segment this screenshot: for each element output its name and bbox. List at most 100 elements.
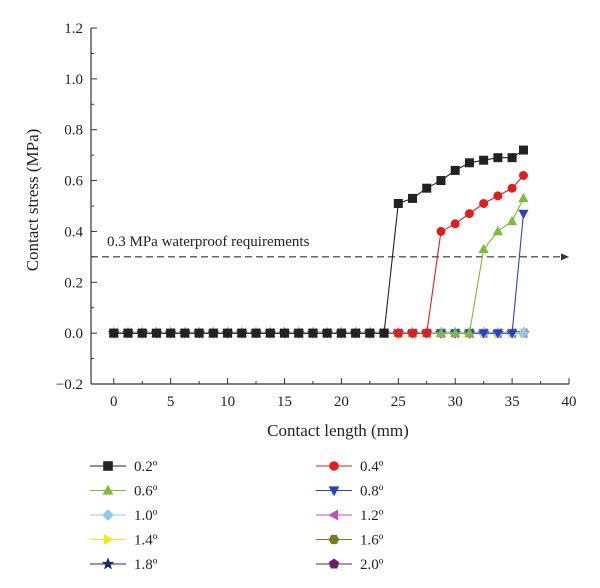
- data-point: [492, 329, 503, 339]
- y-tick-label: 0.8: [64, 123, 83, 139]
- data-point: [109, 328, 119, 338]
- legend-label: 1.6º: [360, 533, 384, 549]
- data-point: [479, 155, 489, 165]
- legend-label: 0.4º: [360, 459, 384, 475]
- data-point: [518, 145, 528, 155]
- legend-marker: [328, 534, 340, 545]
- data-point: [251, 328, 261, 338]
- data-point: [492, 225, 503, 236]
- data-point: [507, 183, 517, 193]
- series-2: [109, 170, 528, 338]
- legend-item: 1.8º: [90, 557, 158, 573]
- data-point: [518, 209, 529, 220]
- y-tick-label: 0.2: [64, 275, 83, 291]
- data-point: [422, 328, 432, 338]
- legend-item: 0.6º: [90, 484, 158, 500]
- y-tick-label: 0.0: [64, 326, 83, 342]
- data-point: [518, 170, 528, 180]
- y-axis-title: Contact stress (MPa): [23, 129, 42, 272]
- x-tick-label: 30: [448, 394, 463, 410]
- x-tick-label: 40: [562, 394, 577, 410]
- data-point: [151, 328, 161, 338]
- data-point: [436, 226, 446, 236]
- y-tick-label: 0.4: [64, 224, 83, 240]
- series-4: [108, 209, 529, 339]
- data-point: [493, 153, 503, 163]
- data-point: [450, 219, 460, 229]
- data-point: [166, 328, 176, 338]
- data-point: [180, 328, 190, 338]
- threshold-annotation: 0.3 MPa waterproof requirements: [107, 234, 310, 250]
- data-point: [435, 327, 447, 338]
- data-point: [478, 329, 489, 339]
- data-point: [393, 198, 403, 208]
- x-axis-title: Contact length (mm): [267, 421, 409, 440]
- legend-marker: [101, 557, 115, 570]
- legend-item: 1.6º: [316, 533, 384, 549]
- y-tick-label: 1.2: [64, 21, 83, 37]
- legend-item: 0.2º: [90, 459, 158, 475]
- data-point: [223, 328, 233, 338]
- series-layer: [107, 145, 530, 339]
- data-point: [464, 158, 474, 168]
- data-point: [506, 215, 518, 226]
- legend-marker: [103, 534, 114, 545]
- legend-marker: [102, 484, 114, 495]
- x-tick-label: 0: [110, 394, 118, 410]
- y-axis-ticks: −0.2 0.0 0.2 0.4 0.6 0.8 1.0 1.2: [56, 21, 97, 393]
- x-tick-label: 35: [505, 394, 520, 410]
- x-tick-label: 15: [277, 394, 292, 410]
- series-1: [109, 145, 528, 338]
- legend-label: 1.8º: [134, 557, 158, 573]
- data-point: [518, 192, 529, 203]
- legend-marker: [103, 461, 113, 471]
- legend-marker: [102, 509, 114, 521]
- data-point: [336, 328, 346, 338]
- legend-item: 0.8º: [316, 484, 384, 500]
- legend-label: 2.0º: [360, 557, 384, 573]
- data-point: [237, 328, 247, 338]
- y-tick-label: 0.6: [64, 174, 83, 190]
- data-point: [379, 328, 389, 338]
- series-line: [113, 213, 525, 334]
- data-point: [393, 328, 403, 338]
- legend-item: 1.2º: [316, 508, 384, 524]
- data-point: [479, 198, 489, 208]
- legend-label: 0.2º: [134, 459, 158, 475]
- threshold-line-group: [91, 253, 569, 261]
- data-point: [279, 328, 289, 338]
- legend-marker: [328, 486, 340, 497]
- data-point: [322, 328, 332, 338]
- data-point: [351, 328, 361, 338]
- y-tick-label: −0.2: [56, 377, 83, 393]
- legend-label: 0.8º: [360, 484, 384, 500]
- legend-item: 1.4º: [90, 533, 158, 549]
- data-point: [478, 243, 489, 254]
- data-point: [265, 328, 275, 338]
- legend-label: 1.4º: [134, 533, 158, 549]
- data-point: [518, 327, 529, 339]
- legend-label: 1.0º: [134, 508, 158, 524]
- data-point: [464, 327, 475, 338]
- data-point: [365, 328, 375, 338]
- data-point: [137, 328, 147, 338]
- y-tick-label: 1.0: [64, 72, 83, 88]
- data-point: [493, 191, 503, 201]
- data-point: [208, 328, 218, 338]
- x-tick-label: 10: [220, 394, 235, 410]
- legend: 0.2º 0.4º 0.6º 0.8º 1.0º 1.2º 1.4º 1.6º 1.8º 2.0º: [90, 459, 384, 573]
- data-point: [294, 328, 304, 338]
- series-line: [113, 175, 524, 334]
- x-tick-label: 5: [167, 394, 175, 410]
- legend-item: 2.0º: [316, 557, 384, 573]
- data-point: [507, 153, 517, 163]
- legend-marker: [329, 461, 339, 471]
- data-point: [422, 183, 432, 193]
- legend-label: 0.6º: [134, 484, 158, 500]
- data-point: [123, 328, 133, 338]
- data-point: [308, 328, 318, 338]
- data-point: [194, 328, 204, 338]
- x-axis-ticks: 0 5 10 15 20 25 30 35 40: [110, 378, 577, 410]
- data-point: [506, 329, 518, 339]
- legend-label: 1.2º: [360, 508, 384, 524]
